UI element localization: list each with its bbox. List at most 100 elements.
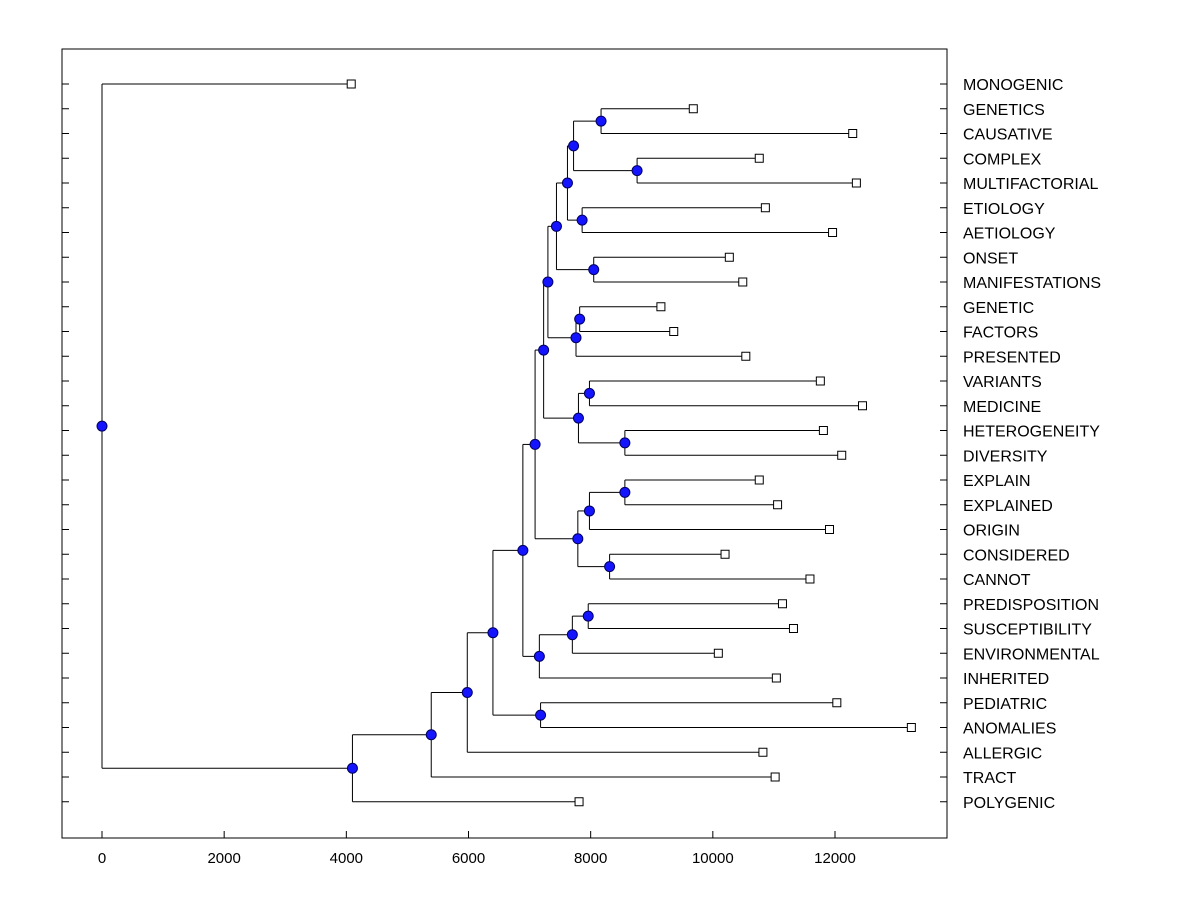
merge-node-n8	[574, 313, 586, 325]
leaf-marker	[848, 129, 858, 138]
leaf-label: COMPLEX	[963, 151, 1042, 168]
leaf-marker	[815, 376, 825, 386]
leaf-marker	[741, 351, 751, 361]
leaf-marker	[656, 302, 666, 312]
leaf-label: EXPLAIN	[963, 473, 1031, 490]
merge-node-n17	[604, 561, 616, 573]
leaf-label: ENVIRONMENTAL	[963, 646, 1100, 663]
leaf-label: PEDIATRIC	[963, 696, 1047, 713]
leaf-marker	[754, 153, 764, 163]
merge-node-n12	[619, 437, 631, 449]
leaf-marker	[832, 698, 842, 708]
leaf-marker	[574, 797, 584, 807]
merge-node-n5	[561, 177, 573, 189]
leaf-marker	[713, 648, 723, 658]
leaf-label: FACTORS	[963, 325, 1038, 342]
leaf-marker	[669, 327, 679, 336]
merge-node-n29	[96, 420, 108, 432]
merge-node-n18	[572, 533, 584, 545]
x-tick-label: 6000	[452, 850, 485, 867]
merge-node-n3	[568, 140, 580, 152]
leaf-label: GENETIC	[963, 300, 1034, 317]
leaf-marker	[688, 104, 698, 114]
leaf-label: SUSCEPTIBILITY	[963, 622, 1092, 639]
leaf-marker	[724, 252, 734, 262]
dendrogram-links	[101, 83, 912, 803]
merge-node-n26	[461, 687, 473, 699]
plot-frame	[61, 48, 948, 839]
dendrogram-nodes	[96, 115, 643, 774]
merge-node-n1	[595, 115, 607, 127]
leaf-label: ANOMALIES	[963, 721, 1056, 738]
x-axis: 0 2000 4000 6000 8000 10000 12000	[98, 831, 856, 867]
merge-node-n15	[619, 486, 631, 498]
x-tick-label: 8000	[574, 850, 607, 867]
x-tick-label: 2000	[207, 850, 240, 867]
merge-node-n21	[566, 629, 578, 641]
leaf-marker	[818, 426, 828, 435]
leaf-label: MULTIFACTORIAL	[963, 176, 1099, 193]
leaf-label: CAUSATIVE	[963, 127, 1053, 144]
merge-node-n28	[346, 762, 358, 774]
leaf-label: PRESENTED	[963, 349, 1061, 366]
leaf-label: CONSIDERED	[963, 547, 1070, 564]
leaf-marker	[828, 228, 838, 237]
merge-node-n4	[576, 214, 588, 226]
axis-ticks	[62, 83, 947, 803]
merge-node-n10	[542, 276, 554, 288]
leaf-marker	[720, 549, 730, 559]
leaf-marker	[754, 475, 764, 485]
leaf-marker	[773, 500, 783, 510]
leaf-marker	[837, 450, 847, 460]
leaf-label: VARIANTS	[963, 374, 1042, 391]
leaf-marker	[758, 747, 768, 757]
merge-node-n11	[583, 387, 595, 399]
leaf-marker	[805, 574, 815, 584]
leaf-marker	[777, 599, 787, 609]
leaf-marker	[906, 723, 916, 732]
leaf-label: POLYGENIC	[963, 795, 1055, 812]
leaf-label: ALLERGIC	[963, 745, 1042, 762]
leaf-label: GENETICS	[963, 102, 1045, 119]
leaf-label: MEDICINE	[963, 399, 1041, 416]
leaf-label: PREDISPOSITION	[963, 597, 1099, 614]
merge-node-n27	[425, 729, 437, 741]
x-tick-label: 10000	[692, 850, 734, 867]
x-tick-label: 12000	[814, 850, 856, 867]
leaf-marker	[346, 79, 356, 89]
merge-node-n16	[583, 505, 595, 517]
leaf-labels: MONOGENIC GENETICS CAUSATIVE COMPLEX MULTIFA…	[963, 77, 1101, 812]
leaf-marker	[771, 673, 781, 683]
leaf-marker	[788, 624, 798, 633]
leaf-markers	[346, 79, 916, 807]
leaf-label: CANNOT	[963, 572, 1031, 589]
merge-node-n24	[535, 709, 547, 721]
leaf-label: INHERITED	[963, 671, 1049, 688]
x-tick-label: 4000	[330, 850, 363, 867]
merge-node-n2	[631, 165, 643, 177]
merge-node-n14	[538, 344, 550, 356]
x-tick-label: 0	[98, 850, 106, 867]
leaf-label: ETIOLOGY	[963, 201, 1045, 218]
leaf-marker	[770, 772, 780, 782]
merge-node-n6	[588, 264, 600, 276]
leaf-label: HETEROGENEITY	[963, 424, 1100, 441]
merge-node-n20	[582, 610, 594, 622]
merge-node-n23	[517, 544, 529, 556]
leaf-label: EXPLAINED	[963, 498, 1053, 515]
merge-node-n19	[529, 438, 541, 450]
merge-node-n9	[570, 332, 582, 344]
leaf-label: ONSET	[963, 250, 1018, 267]
merge-node-n7	[550, 220, 562, 232]
leaf-label: DIVERSITY	[963, 448, 1048, 465]
leaf-marker	[857, 401, 867, 411]
leaf-label: MONOGENIC	[963, 77, 1063, 94]
leaf-label: ORIGIN	[963, 523, 1020, 540]
merge-node-n25	[487, 627, 499, 639]
leaf-label: TRACT	[963, 770, 1017, 787]
merge-node-n13	[572, 412, 584, 424]
leaf-marker	[738, 277, 748, 287]
leaf-label: MANIFESTATIONS	[963, 275, 1101, 292]
